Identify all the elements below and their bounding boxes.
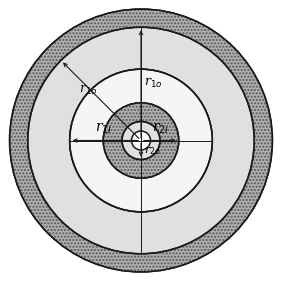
Circle shape (131, 131, 151, 150)
Text: r$_{1i}$: r$_{1i}$ (95, 122, 113, 136)
Text: r$_{1o}$: r$_{1o}$ (79, 84, 98, 98)
Text: r$_{2o}$: r$_{2o}$ (144, 145, 160, 157)
Circle shape (10, 9, 272, 272)
Text: r$_{1o}$: r$_{1o}$ (144, 77, 163, 90)
Circle shape (70, 69, 212, 212)
Circle shape (122, 121, 160, 160)
Text: r$_{2i}$: r$_{2i}$ (152, 122, 169, 136)
Circle shape (28, 27, 254, 254)
Circle shape (70, 69, 212, 212)
Circle shape (103, 103, 179, 178)
